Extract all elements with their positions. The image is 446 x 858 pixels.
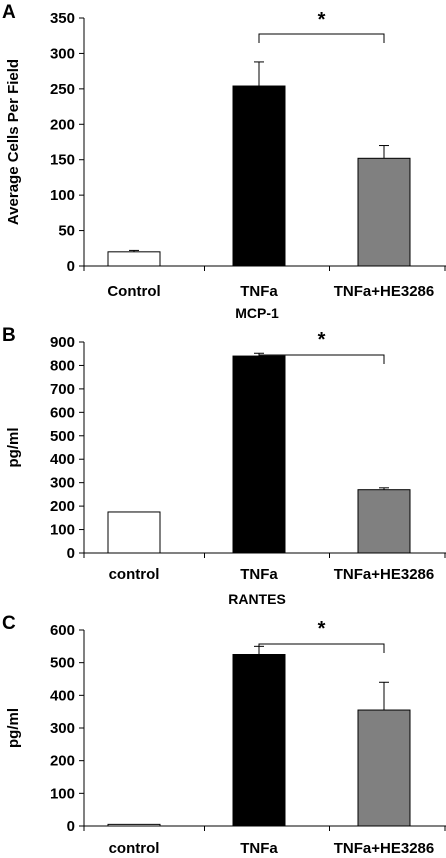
y-tick-label: 100 — [50, 522, 75, 539]
x-tick-label: TNFa+HE3286 — [334, 566, 434, 583]
y-tick-label: 500 — [50, 428, 75, 445]
bar-tnfa-he3286 — [357, 709, 411, 827]
bar-tnfa — [232, 85, 286, 267]
bar-control — [107, 823, 161, 827]
y-tick-label: 400 — [50, 451, 75, 468]
y-axis-label: pg/ml — [5, 708, 22, 748]
bar-tnfa-he3286 — [357, 489, 411, 554]
y-tick-label: 150 — [50, 152, 75, 169]
significance-star: * — [318, 9, 326, 31]
panel-label: C — [2, 613, 16, 634]
y-tick-label: 0 — [67, 818, 75, 835]
x-tick-label: TNFa — [240, 283, 278, 300]
bar-tnfa — [232, 654, 286, 827]
chart-panel-b: B MCP-1 pg/ml 0 100 200 300 400 500 600 700 800 900 c… — [2, 305, 446, 583]
x-tick-label: TNFa — [240, 566, 278, 583]
y-tick-label: 700 — [50, 381, 75, 398]
y-tick-label: 200 — [50, 753, 75, 770]
y-axis-label: pg/ml — [5, 428, 22, 468]
chart-title: MCP-1 — [235, 305, 279, 321]
y-tick-label: 900 — [50, 334, 75, 351]
y-tick-label: 500 — [50, 655, 75, 672]
y-tick-label: 600 — [50, 404, 75, 421]
y-tick-label: 400 — [50, 687, 75, 704]
y-tick-label: 600 — [50, 622, 75, 639]
bar-control — [107, 511, 161, 554]
y-tick-label: 300 — [50, 720, 75, 737]
bar-tnfa-he3286 — [357, 157, 411, 267]
panel-label: A — [2, 2, 16, 23]
y-tick-label: 300 — [50, 475, 75, 492]
chart-title: RANTES — [228, 591, 286, 607]
significance-star: * — [318, 329, 326, 351]
bar-tnfa — [232, 355, 286, 554]
y-tick-label: 250 — [50, 81, 75, 98]
y-tick-label: 50 — [58, 223, 75, 240]
chart-panel-c: C RANTES pg/ml 0 100 200 300 400 500 600 control TN… — [2, 591, 446, 857]
y-tick-label: 100 — [50, 785, 75, 802]
x-tick-label: control — [109, 566, 160, 583]
significance-star: * — [318, 618, 326, 640]
x-tick-label: control — [109, 840, 160, 857]
x-tick-label: TNFa+HE3286 — [334, 283, 434, 300]
x-tick-label: TNFa+HE3286 — [334, 840, 434, 857]
chart-panel-a: A Average Cells Per Field 0 50 100 150 200 250 3… — [2, 2, 446, 300]
y-tick-label: 200 — [50, 116, 75, 133]
y-tick-label: 0 — [67, 545, 75, 562]
significance-bracket — [258, 33, 385, 43]
significance-bracket — [258, 354, 385, 364]
y-tick-label: 350 — [50, 10, 75, 27]
y-tick-label: 200 — [50, 498, 75, 515]
y-tick-label: 800 — [50, 357, 75, 374]
bar-control — [107, 251, 161, 267]
x-tick-label: TNFa — [240, 840, 278, 857]
y-tick-label: 300 — [50, 45, 75, 62]
y-axis-label: Average Cells Per Field — [5, 59, 22, 225]
significance-bracket — [258, 643, 385, 653]
x-tick-label: Control — [107, 283, 160, 300]
panel-label: B — [2, 325, 16, 346]
y-tick-label: 0 — [67, 258, 75, 275]
y-tick-label: 100 — [50, 187, 75, 204]
